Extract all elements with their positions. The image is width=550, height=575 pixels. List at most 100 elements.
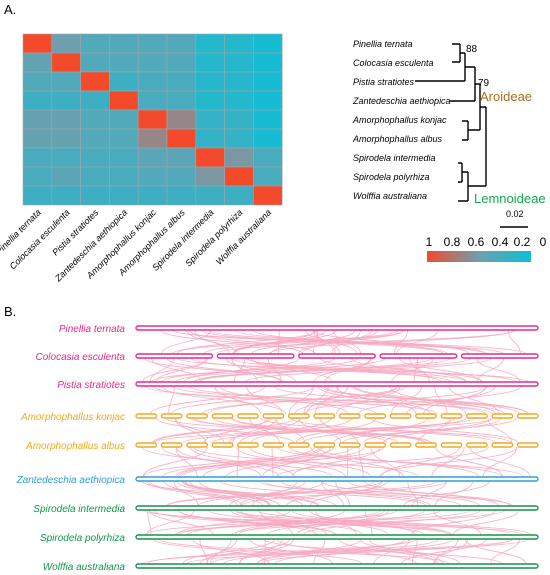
heatmap-cell: [22, 90, 53, 111]
heatmap-cell: [253, 166, 283, 187]
synteny-link: [487, 417, 513, 444]
synteny-link: [432, 509, 482, 536]
bootstrap-label-1: 88: [466, 44, 478, 55]
heatmap-cell: [80, 71, 110, 92]
synteny-link: [229, 509, 364, 536]
synteny-link: [296, 509, 390, 536]
synteny-species-label: Zantedeschia aethiopica: [16, 475, 126, 486]
heatmap-cell: [253, 71, 283, 92]
synteny-link: [142, 446, 322, 478]
synteny-link: [233, 329, 327, 355]
heatmap-cell: [137, 109, 168, 130]
synteny-link: [184, 357, 300, 383]
heatmap-cell: [137, 147, 168, 168]
chromosome-bar: [491, 442, 514, 448]
synteny-link: [258, 480, 513, 507]
panel-b-label: B.: [4, 304, 17, 319]
heatmap-cell: [224, 166, 254, 187]
heatmap-cell: [22, 185, 53, 206]
chromosome-bar: [389, 442, 412, 448]
synteny-link: [219, 385, 349, 415]
synteny-link: [264, 538, 266, 565]
synteny-link: [229, 480, 307, 507]
heatmap-cell: [80, 109, 110, 130]
chromosome-bar: [135, 353, 214, 359]
heatmap-cell: [137, 185, 168, 206]
chromosome-bar: [364, 442, 387, 448]
synteny-link: [161, 329, 212, 355]
heatmap-cell: [51, 71, 81, 92]
synteny-link: [310, 446, 404, 478]
synteny-link: [357, 385, 522, 415]
chromosome-tracks: [135, 325, 539, 569]
synteny-link: [358, 446, 364, 478]
synteny-link: [396, 329, 439, 355]
synteny-link: [141, 480, 319, 507]
synteny-link: [146, 509, 195, 536]
heatmap-cell: [253, 90, 283, 111]
heatmap-cell: [166, 147, 197, 168]
synteny-link: [298, 329, 378, 355]
synteny-link: [198, 357, 472, 383]
chromosome-bar: [160, 442, 183, 448]
synteny-link: [181, 480, 320, 507]
synteny-link: [270, 329, 356, 355]
heatmap-cell: [109, 147, 139, 168]
synteny-species-label: Colocasia esculenta: [36, 352, 126, 363]
heatmap-row-label: Pinellia ternata: [353, 39, 413, 49]
synteny-link: [202, 446, 323, 478]
synteny-link: [160, 329, 304, 355]
synteny-link: [207, 385, 407, 415]
heatmap-cell: [109, 109, 139, 130]
heatmap-cell: [224, 71, 254, 92]
chromosome-bar: [211, 442, 234, 448]
synteny-link: [290, 417, 512, 444]
heatmap-cell: [253, 185, 283, 206]
chromosome-bar: [135, 442, 158, 448]
synteny-link: [312, 329, 470, 355]
heatmap-cell: [166, 90, 197, 111]
heatmap-cell: [224, 128, 254, 149]
synteny-link: [176, 329, 319, 355]
synteny-link: [152, 417, 272, 444]
synteny-link: [163, 480, 243, 507]
heatmap-cell: [51, 52, 81, 73]
synteny-link: [276, 446, 524, 478]
chromosome-bar: [211, 413, 234, 419]
synteny-links: [141, 329, 532, 565]
tree-branches: [415, 43, 487, 202]
synteny-link: [312, 329, 336, 355]
synteny-link: [303, 385, 488, 415]
colorbar-tick-label: 0.2: [514, 235, 531, 249]
chromosome-bar: [298, 353, 376, 359]
heatmap-cell: [22, 147, 53, 168]
synteny-link: [167, 480, 438, 507]
synteny-link: [175, 357, 386, 383]
heatmap-cell: [51, 33, 81, 54]
heatmap-cell: [51, 109, 81, 130]
synteny-link: [153, 417, 295, 444]
chromosome-bar: [216, 353, 295, 359]
heatmap-cell: [51, 147, 81, 168]
synteny-link: [178, 509, 471, 536]
synteny-link: [206, 538, 238, 565]
synteny-link: [180, 446, 385, 478]
synteny-link: [256, 509, 532, 536]
synteny-link: [175, 446, 315, 478]
synteny-link: [434, 538, 459, 565]
chromosome-bar: [338, 442, 361, 448]
synteny-link: [171, 385, 487, 415]
colorbar-tick-label: 0.8: [444, 235, 461, 249]
synteny-link: [250, 357, 333, 383]
chromosome-bar: [160, 413, 183, 419]
heatmap-cell: [109, 128, 139, 149]
synteny-link: [240, 509, 328, 536]
heatmap-cell: [137, 52, 168, 73]
colorbar-tick-label: 0.4: [492, 235, 509, 249]
synteny-link: [390, 385, 423, 415]
chromosome-bar: [440, 413, 463, 419]
heatmap-cell: [253, 52, 283, 73]
phylogenetic-tree: 88 79 Aroideae Lemnoideae 0.02: [415, 43, 546, 228]
heatmap-cell: [195, 147, 225, 168]
synteny-link: [401, 538, 487, 565]
